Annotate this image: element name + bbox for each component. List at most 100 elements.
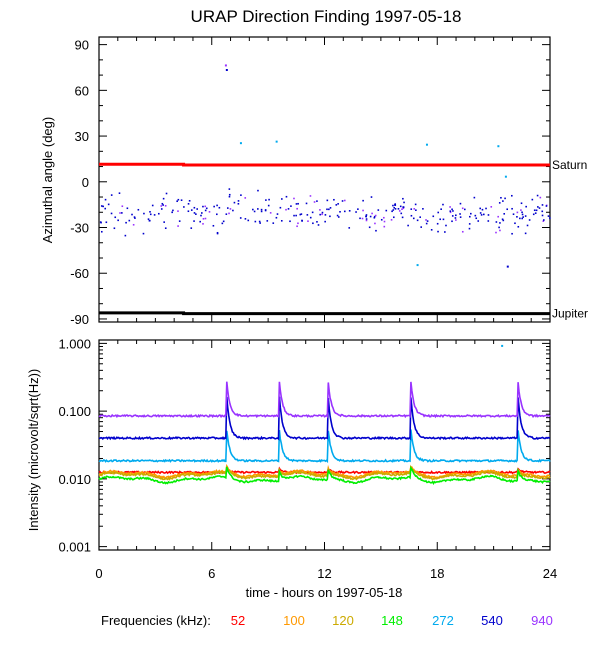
azimuth-point — [501, 218, 504, 221]
azimuth-point — [426, 220, 429, 222]
azimuth-point — [383, 220, 386, 223]
azimuth-point — [525, 205, 527, 208]
azimuth-point — [216, 204, 218, 207]
x-tick-label: 24 — [543, 566, 557, 581]
azimuth-point — [157, 212, 160, 215]
azimuth-point — [164, 204, 167, 207]
chart-title: URAP Direction Finding 1997-05-18 — [191, 7, 462, 26]
intensity-outlier-point — [501, 344, 504, 347]
azimuth-point — [178, 220, 181, 222]
azimuth-point — [536, 194, 539, 197]
azimuth-point — [414, 203, 417, 206]
azimuth-point — [196, 208, 198, 210]
azimuth-point — [516, 216, 518, 218]
azimuth-point — [121, 205, 124, 208]
azimuth-point — [385, 209, 388, 212]
azimuth-y-tick-label: 60 — [75, 83, 89, 98]
azimuth-point — [425, 222, 428, 225]
azimuth-point — [440, 208, 442, 210]
azimuth-point — [498, 202, 501, 204]
azimuth-point — [373, 215, 376, 218]
azimuth-point — [521, 217, 524, 220]
azimuth-outlier-point — [275, 140, 278, 143]
azimuth-point — [503, 213, 506, 215]
azimuth-point — [267, 204, 270, 207]
azimuth-point — [199, 220, 201, 223]
azimuth-point — [463, 208, 466, 211]
azimuth-point — [148, 219, 151, 222]
intensity-y-axis-label: Intensity (microvolt/sqrt(Hz)) — [26, 369, 41, 532]
azimuth-point — [362, 199, 364, 202]
azimuth-point — [253, 210, 256, 213]
azimuth-point — [528, 219, 531, 221]
azimuth-point — [511, 232, 513, 235]
azimuth-point — [383, 225, 386, 228]
azimuth-point — [280, 220, 283, 222]
azimuth-point — [153, 214, 156, 216]
azimuth-point — [293, 197, 295, 200]
azimuth-point — [449, 211, 452, 214]
azimuth-point — [202, 218, 205, 220]
azimuth-point — [266, 220, 269, 222]
azimuth-point — [299, 213, 302, 216]
azimuth-point — [172, 209, 174, 212]
azimuth-point — [336, 214, 339, 217]
azimuth-point — [339, 210, 341, 213]
azimuth-point — [128, 219, 131, 222]
azimuth-point — [459, 213, 461, 215]
azimuth-point — [297, 202, 299, 205]
azimuth-point — [188, 199, 191, 202]
azimuth-point — [348, 227, 351, 229]
azimuth-point — [295, 203, 298, 205]
azimuth-point — [104, 207, 107, 210]
azimuth-point — [257, 189, 259, 192]
azimuth-point — [495, 231, 497, 234]
azimuth-point — [401, 208, 403, 211]
azimuth-point — [355, 211, 357, 213]
azimuth-point — [218, 206, 221, 209]
azimuth-point — [413, 208, 416, 210]
azimuth-point — [324, 214, 327, 216]
azimuth-point — [228, 195, 231, 198]
azimuth-point — [264, 209, 267, 212]
azimuth-point — [131, 213, 133, 216]
azimuth-point — [254, 220, 257, 223]
azimuth-point — [212, 224, 215, 227]
intensity-y-tick-label: 0.100 — [58, 404, 91, 419]
azimuth-point — [297, 222, 299, 225]
azimuth-point — [410, 214, 413, 217]
azimuth-point — [162, 204, 164, 206]
azimuth-point — [425, 219, 427, 221]
azimuth-point — [437, 230, 439, 233]
azimuth-point — [479, 207, 481, 210]
azimuth-point — [532, 213, 535, 216]
azimuth-point — [279, 206, 282, 209]
azimuth-point — [398, 210, 401, 212]
azimuth-point — [260, 210, 263, 213]
azimuth-point — [208, 211, 211, 213]
azimuth-point — [149, 211, 151, 213]
azimuth-point — [258, 220, 261, 223]
azimuth-point — [451, 208, 453, 211]
intensity-panel: 1.000 0.100 0.010 0.001 0 6 12 18 24 Intensity (… — [26, 336, 557, 600]
azimuth-point — [100, 221, 102, 224]
azimuth-point — [160, 208, 163, 210]
azimuth-point — [309, 216, 312, 219]
intensity-plot-frame — [98, 339, 551, 551]
azimuth-point — [449, 206, 451, 208]
azimuth-point — [412, 217, 415, 220]
azimuth-point — [531, 198, 534, 201]
azimuth-point — [319, 209, 321, 211]
azimuth-point — [114, 216, 117, 219]
azimuth-point — [394, 204, 396, 206]
azimuth-point — [524, 232, 527, 235]
azimuth-outlier-point — [239, 142, 242, 145]
azimuth-point — [328, 208, 330, 211]
azimuth-y-tick-label: 90 — [75, 38, 89, 53]
azimuth-point — [392, 216, 395, 219]
azimuth-y-tick-label: 0 — [82, 175, 89, 190]
azimuth-point — [268, 198, 270, 201]
azimuth-point — [289, 220, 291, 223]
azimuth-point — [221, 222, 224, 225]
